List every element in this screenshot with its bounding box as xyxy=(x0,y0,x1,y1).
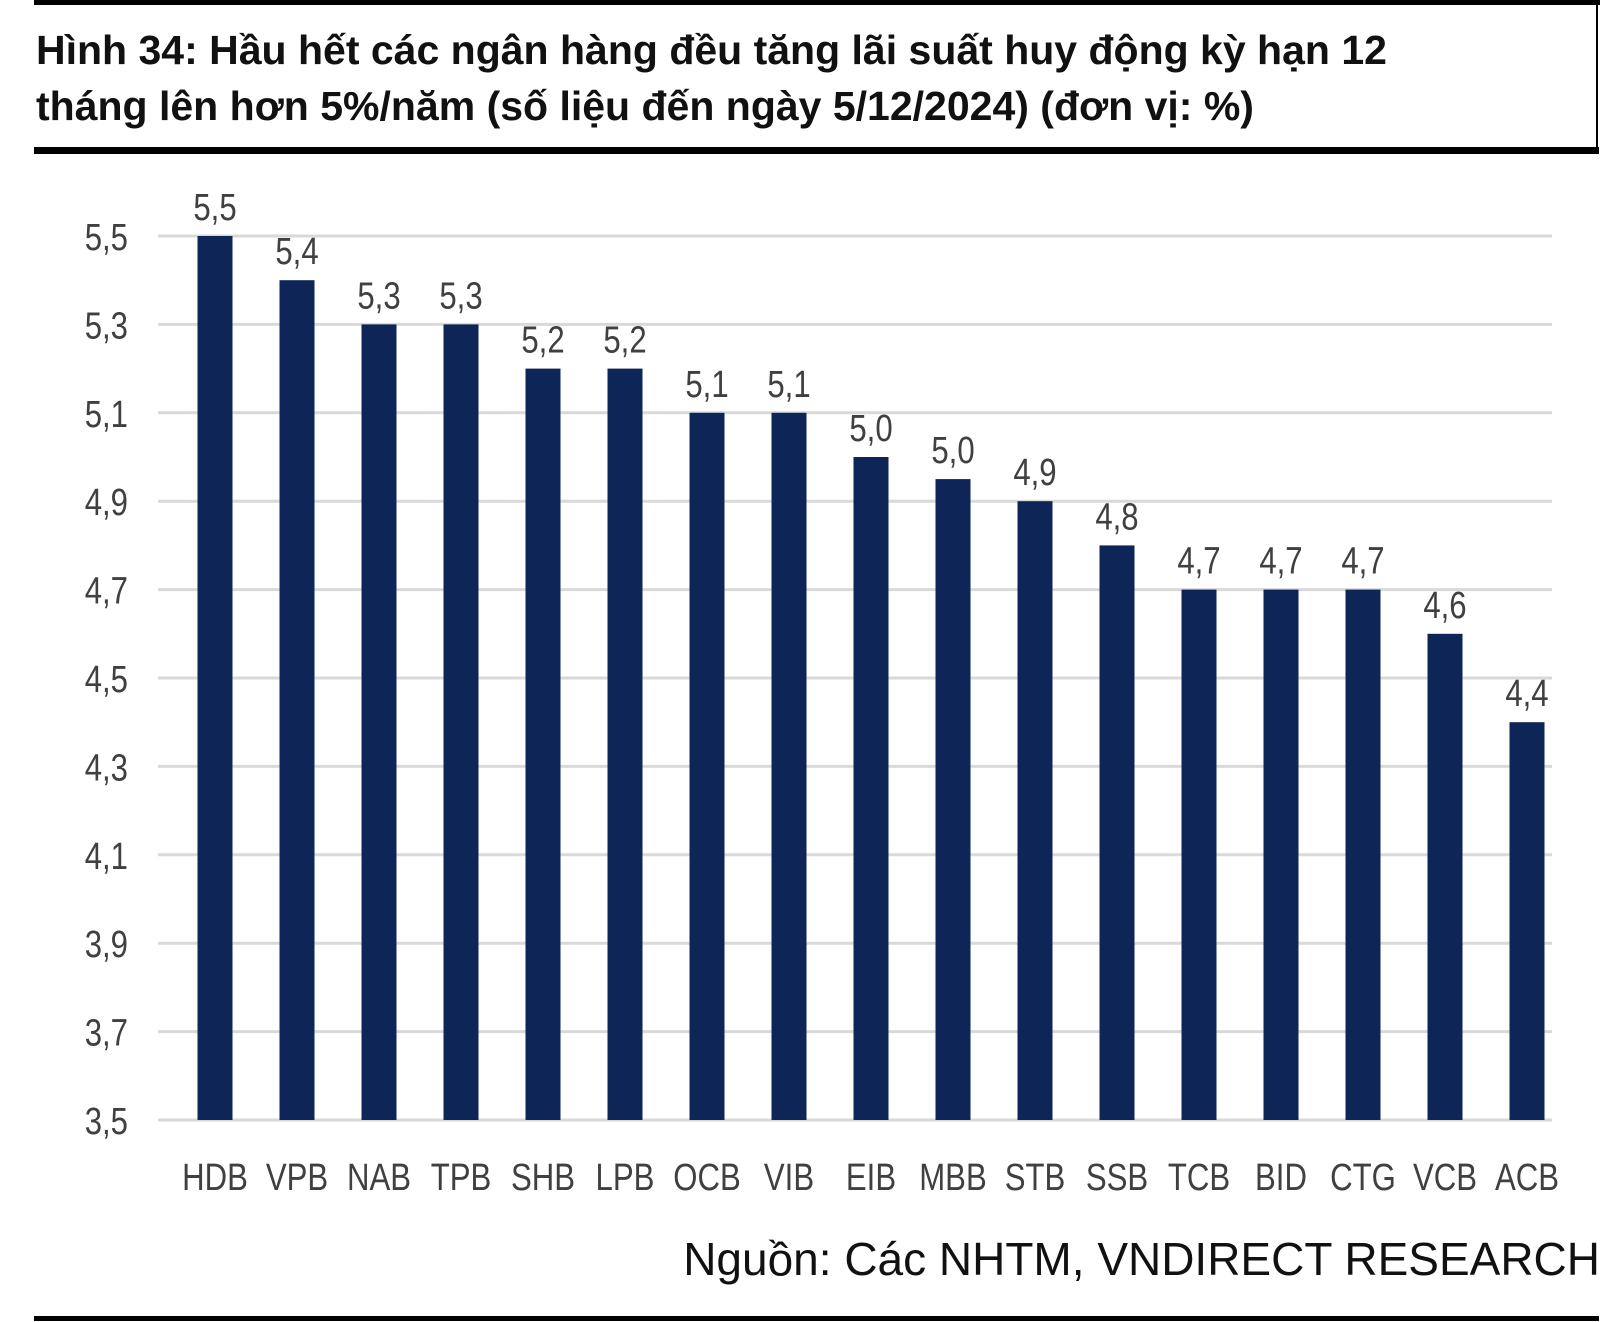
x-tick-label: MBB xyxy=(919,1157,987,1199)
top-border xyxy=(34,0,1600,5)
y-tick-label: 4,9 xyxy=(85,482,128,524)
x-tick-label: SHB xyxy=(511,1157,575,1199)
title-divider xyxy=(34,147,1599,154)
bar-vpb xyxy=(279,280,315,1120)
data-label: 4,9 xyxy=(1013,452,1056,494)
bar-mbb xyxy=(935,479,971,1121)
data-label: 4,7 xyxy=(1341,541,1384,583)
bar-vcb xyxy=(1427,633,1463,1120)
bar-tcb xyxy=(1181,589,1217,1120)
data-label: 5,0 xyxy=(931,430,974,472)
data-label: 4,8 xyxy=(1095,497,1138,539)
x-tick-label: TCB xyxy=(1168,1157,1230,1199)
data-label: 5,3 xyxy=(357,276,400,318)
y-tick-label: 3,5 xyxy=(85,1101,128,1143)
bar-lpb xyxy=(607,368,643,1121)
bar-nab xyxy=(361,324,397,1120)
bar-hdb xyxy=(197,236,233,1120)
data-label: 5,2 xyxy=(603,320,646,362)
data-label: 5,1 xyxy=(685,364,728,406)
bar-chart: 3,5 3,7 3,9 4,1 4,3 4,5 4,7 4,9 5,1 5,3 5,5 5,5 5,4… xyxy=(85,187,1559,1199)
bar-vib xyxy=(771,412,807,1120)
y-tick-label: 3,9 xyxy=(85,924,128,966)
data-labels: 5,5 5,4 5,3 5,3 5,2 5,2 5,1 5,1 5,0 5,0 4,9 4,8 4,7 4… xyxy=(193,187,1548,715)
x-tick-label: TPB xyxy=(431,1157,492,1199)
y-tick-label: 5,3 xyxy=(85,306,128,348)
x-tick-label: VIB xyxy=(764,1157,814,1199)
bar-acb xyxy=(1509,722,1545,1120)
y-tick-label: 3,7 xyxy=(85,1013,128,1055)
data-label: 5,0 xyxy=(849,408,892,450)
bottom-divider xyxy=(34,1316,1599,1321)
data-label: 4,7 xyxy=(1259,541,1302,583)
bar-stb xyxy=(1017,501,1053,1120)
bar-ocb xyxy=(689,412,725,1120)
data-label: 5,5 xyxy=(193,187,236,229)
data-label: 4,7 xyxy=(1177,541,1220,583)
x-tick-label: STB xyxy=(1005,1157,1066,1199)
x-tick-label: EIB xyxy=(846,1157,896,1199)
data-label: 5,1 xyxy=(767,364,810,406)
data-label: 4,6 xyxy=(1423,585,1466,627)
x-axis-labels: HDB VPB NAB TPB SHB LPB OCB VIB EIB MBB STB SSB TCB B… xyxy=(182,1157,1559,1199)
bar-bid xyxy=(1263,589,1299,1120)
x-tick-label: VCB xyxy=(1413,1157,1477,1199)
x-tick-label: VPB xyxy=(266,1157,328,1199)
data-label: 5,2 xyxy=(521,320,564,362)
bars xyxy=(197,236,1545,1121)
y-tick-label: 4,1 xyxy=(85,836,128,878)
y-axis-ticks: 3,5 3,7 3,9 4,1 4,3 4,5 4,7 4,9 5,1 5,3 5,5 xyxy=(85,217,128,1143)
bar-ssb xyxy=(1099,545,1135,1120)
x-tick-label: CTG xyxy=(1330,1157,1396,1199)
x-tick-label: OCB xyxy=(673,1157,741,1199)
bar-ctg xyxy=(1345,589,1381,1120)
x-tick-label: ACB xyxy=(1495,1157,1559,1199)
source-note: Nguồn: Các NHTM, VNDIRECT RESEARCH xyxy=(683,1233,1600,1285)
x-tick-label: NAB xyxy=(347,1157,411,1199)
y-tick-label: 5,5 xyxy=(85,217,128,259)
x-tick-label: SSB xyxy=(1086,1157,1148,1199)
y-tick-label: 4,5 xyxy=(85,659,128,701)
data-label: 5,3 xyxy=(439,276,482,318)
y-tick-label: 5,1 xyxy=(85,394,128,436)
x-tick-label: LPB xyxy=(596,1157,655,1199)
bar-shb xyxy=(525,368,561,1121)
bar-eib xyxy=(853,457,889,1120)
data-label: 4,4 xyxy=(1505,673,1548,715)
right-border xyxy=(1596,0,1598,150)
x-tick-label: BID xyxy=(1255,1157,1307,1199)
x-tick-label: HDB xyxy=(182,1157,248,1199)
y-tick-label: 4,7 xyxy=(85,571,128,613)
data-label: 5,4 xyxy=(275,231,318,273)
figure-title: Hình 34: Hầu hết các ngân hàng đều tăng … xyxy=(36,27,1387,129)
bar-tpb xyxy=(443,324,479,1120)
y-tick-label: 4,3 xyxy=(85,748,128,790)
